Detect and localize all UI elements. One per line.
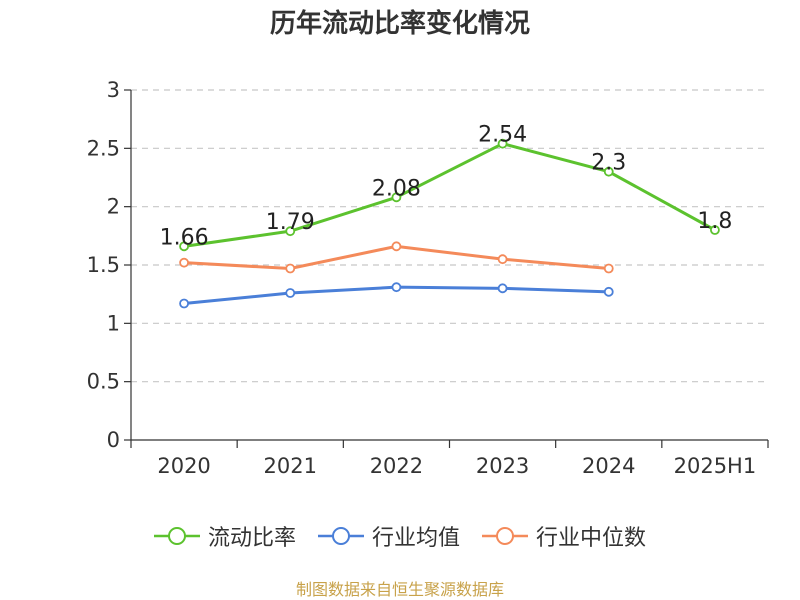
data-point	[497, 283, 508, 294]
y-tick-label: 3	[107, 78, 120, 102]
y-tick-label: 2	[107, 195, 120, 219]
legend-item-current-ratio[interactable]: 流动比率	[153, 520, 296, 552]
data-point	[285, 263, 296, 274]
y-tick-label: 1	[107, 311, 120, 335]
data-point	[497, 254, 508, 265]
data-point	[179, 241, 189, 252]
series-line-current-ratio	[183, 142, 716, 248]
legend-label: 行业均值	[371, 526, 460, 551]
data-point	[179, 257, 189, 268]
data-point	[603, 263, 614, 274]
data-point	[391, 192, 402, 203]
legend: 流动比率 行业均值 行业中位数	[0, 518, 800, 554]
data-label: 1.8	[697, 209, 732, 234]
data-point	[179, 298, 189, 309]
x-tick-label: 2023	[476, 454, 529, 478]
legend-item-industry-median[interactable]: 行业中位数	[482, 520, 646, 552]
y-tick-label: 0.5	[87, 370, 120, 394]
x-tick-label: 2021	[264, 454, 317, 478]
x-tick-label: 2024	[582, 454, 635, 478]
data-label: 2.3	[591, 151, 626, 176]
axes: 0 0.5 1 1.5 2 2.5 3 2020 2021 2022 2023 2024 2025H1	[87, 78, 769, 478]
data-point	[603, 286, 614, 297]
data-label: 1.79	[266, 210, 315, 235]
source-note: 制图数据来自恒生聚源数据库	[295, 580, 504, 599]
legend-item-industry-mean[interactable]: 行业均值	[317, 520, 460, 552]
x-tick-label: 2020	[157, 454, 210, 478]
legend-label: 流动比率	[207, 526, 296, 551]
data-labels: 1.66 1.79 2.08 2.54 2.3 1.8	[160, 123, 733, 251]
data-point	[285, 226, 296, 237]
chart-title: 历年流动比率变化情况	[269, 9, 530, 39]
legend-label: 行业中位数	[536, 526, 647, 551]
data-label: 2.54	[478, 123, 527, 148]
legend-line-marker-icon	[482, 527, 528, 545]
x-tick-label: 2022	[370, 454, 423, 478]
y-tick-label: 2.5	[87, 136, 120, 160]
data-point	[391, 241, 402, 252]
data-label: 1.66	[160, 225, 209, 250]
data-point	[391, 282, 402, 293]
series-lines	[179, 138, 720, 309]
data-label: 2.08	[372, 176, 421, 201]
y-tick-label: 0	[107, 428, 120, 452]
legend-line-marker-icon	[317, 527, 364, 545]
data-point	[710, 225, 720, 235]
data-point	[603, 166, 614, 177]
data-point	[497, 138, 508, 149]
y-tick-label: 1.5	[87, 253, 120, 277]
data-point	[285, 288, 296, 298]
grid-lines	[131, 89, 768, 383]
legend-line-marker-icon	[153, 527, 200, 545]
x-tick-label: 2025H1	[674, 454, 757, 478]
